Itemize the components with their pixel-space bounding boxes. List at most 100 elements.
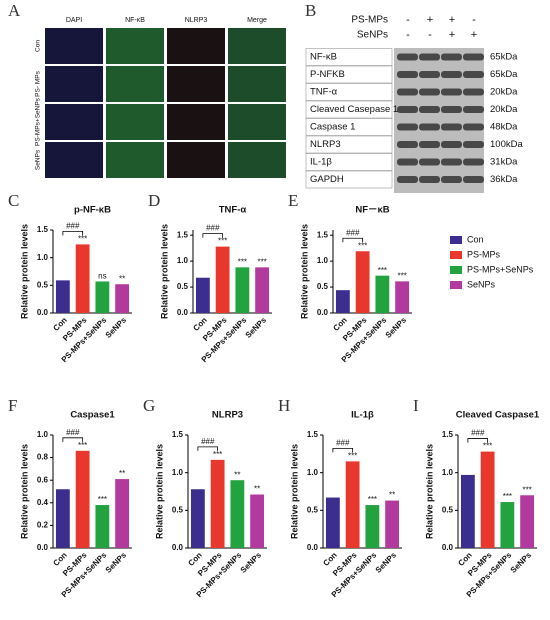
comparison-bracket bbox=[342, 237, 364, 243]
protein-label: NLRP3 bbox=[310, 139, 341, 150]
bar bbox=[395, 281, 410, 313]
comparison-label: ### bbox=[201, 437, 215, 446]
comparison-bracket bbox=[202, 233, 224, 238]
band bbox=[419, 53, 440, 61]
panel-letter: A bbox=[8, 1, 21, 20]
band bbox=[419, 141, 440, 148]
protein-size: 48kDa bbox=[490, 122, 518, 133]
panel-letter: D bbox=[148, 191, 160, 210]
row-label: Con bbox=[35, 40, 42, 52]
significance-label: ** bbox=[254, 485, 260, 494]
band bbox=[419, 176, 440, 183]
bar bbox=[365, 505, 380, 548]
band bbox=[463, 123, 484, 131]
row-label: PS-MPs+SeNPs bbox=[35, 97, 42, 146]
band bbox=[441, 88, 462, 96]
bar bbox=[520, 495, 535, 548]
y-axis-label: Relative protein levels bbox=[289, 444, 299, 539]
treatment-sign: - bbox=[406, 14, 410, 26]
band bbox=[463, 53, 484, 61]
bar bbox=[255, 267, 270, 313]
y-tick-label: 0.5 bbox=[307, 505, 319, 514]
bar bbox=[195, 277, 210, 313]
legend-swatch bbox=[450, 266, 462, 274]
significance-label: *** bbox=[358, 241, 367, 250]
bar bbox=[215, 246, 230, 313]
treatment-sign: + bbox=[449, 14, 455, 26]
treatment-label: PS-MPs bbox=[351, 15, 388, 26]
bar bbox=[325, 497, 340, 548]
band bbox=[397, 176, 418, 183]
label-box bbox=[305, 170, 393, 189]
protein-label: P-NFKB bbox=[310, 69, 345, 80]
micrograph bbox=[167, 142, 225, 178]
protein-label: IL-1β bbox=[310, 157, 332, 168]
y-axis-label: Relative protein levels bbox=[159, 224, 169, 319]
y-axis-label: Relative protein levels bbox=[19, 444, 29, 539]
bar bbox=[355, 251, 370, 313]
significance-label: ** bbox=[234, 470, 240, 479]
treatment-label: SeNPs bbox=[357, 30, 388, 41]
y-tick-label: 0.0 bbox=[317, 308, 329, 317]
y-tick-label: 1.5 bbox=[172, 430, 184, 439]
y-tick-label: 0.5 bbox=[37, 280, 49, 289]
comparison-label: ### bbox=[206, 224, 220, 233]
treatment-sign: + bbox=[471, 29, 477, 41]
bar bbox=[235, 267, 250, 313]
band bbox=[397, 88, 418, 96]
micrograph bbox=[228, 142, 286, 178]
band bbox=[463, 158, 484, 166]
y-tick-label: 0.5 bbox=[172, 505, 184, 514]
micrograph bbox=[45, 104, 103, 140]
micrograph bbox=[45, 28, 103, 64]
significance-label: *** bbox=[78, 441, 87, 450]
label-box bbox=[305, 65, 393, 84]
protein-size: 20kDa bbox=[490, 104, 518, 115]
y-tick-label: 1.0 bbox=[37, 253, 49, 262]
legend-swatch bbox=[450, 251, 462, 259]
panel-letter: B bbox=[305, 1, 316, 20]
protein-label: Cleaved Casepase 1 bbox=[310, 104, 398, 115]
column-header: NF-κB bbox=[125, 17, 145, 24]
label-box bbox=[305, 100, 393, 119]
protein-label: Caspase 1 bbox=[310, 122, 355, 133]
panel-letter: G bbox=[143, 396, 155, 415]
bar bbox=[190, 489, 205, 548]
y-tick-label: 0.2 bbox=[37, 521, 49, 530]
panel-letter: H bbox=[278, 396, 290, 415]
micrograph bbox=[228, 28, 286, 64]
micrograph bbox=[106, 104, 164, 140]
band bbox=[441, 141, 462, 148]
label-box bbox=[305, 83, 393, 101]
label-box bbox=[305, 135, 393, 154]
treatment-sign: - bbox=[428, 29, 432, 41]
micrograph bbox=[167, 66, 225, 102]
comparison-bracket bbox=[197, 446, 219, 451]
significance-label: *** bbox=[218, 237, 227, 246]
y-tick-label: 1.5 bbox=[317, 230, 329, 239]
band bbox=[397, 53, 418, 61]
column-header: Merge bbox=[247, 17, 267, 24]
row-label: PS- MPs bbox=[35, 70, 42, 96]
comparison-bracket bbox=[467, 438, 489, 443]
y-tick-label: 1.5 bbox=[37, 225, 49, 234]
significance-label: ** bbox=[119, 469, 125, 478]
column-header: NLRP3 bbox=[185, 17, 208, 24]
significance-label: *** bbox=[378, 266, 387, 275]
band bbox=[441, 71, 462, 78]
y-tick-label: 1.0 bbox=[317, 256, 329, 265]
micrograph bbox=[167, 28, 225, 64]
micrograph bbox=[106, 66, 164, 102]
significance-label: *** bbox=[213, 450, 222, 459]
band bbox=[441, 106, 462, 113]
band bbox=[441, 53, 462, 61]
chart-title: Caspase1 bbox=[70, 410, 115, 421]
protein-size: 36kDa bbox=[490, 174, 518, 185]
comparison-bracket bbox=[332, 447, 354, 453]
panel-letter: I bbox=[413, 396, 419, 415]
row-label: SeNPs bbox=[35, 149, 42, 170]
bar bbox=[55, 280, 70, 313]
y-tick-label: 0.0 bbox=[172, 543, 184, 552]
protein-label: NF-κB bbox=[310, 52, 337, 63]
